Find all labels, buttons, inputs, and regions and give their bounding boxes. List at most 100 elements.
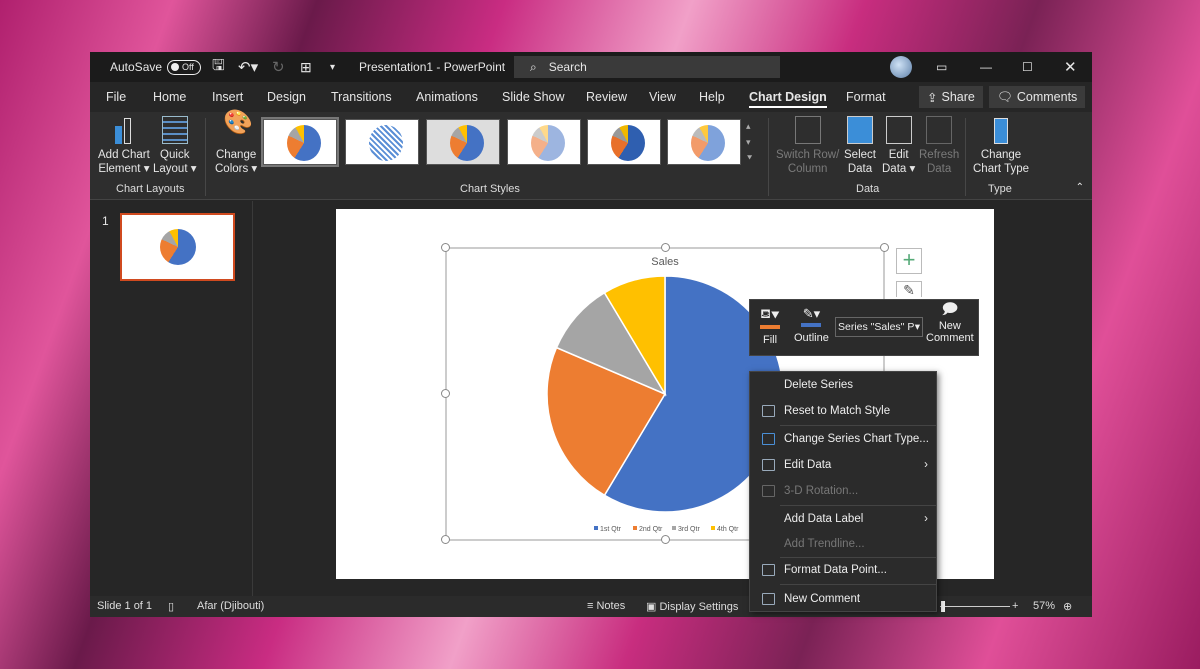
ribbon-display-icon[interactable]: ▭ [936, 60, 948, 74]
menu-item-change-series-chart-type[interactable]: Change Series Chart Type... [750, 428, 936, 450]
redo-icon[interactable]: ↻ [272, 59, 285, 76]
slide-number: 1 [102, 214, 109, 228]
pie-slice-2nd-qtr[interactable] [546, 346, 667, 497]
resize-handle[interactable] [441, 535, 450, 544]
minimize-icon[interactable]: — [980, 60, 992, 74]
chart-style-1[interactable] [261, 117, 339, 167]
present-icon[interactable]: ⊞ [300, 58, 312, 75]
label: New [938, 320, 961, 332]
resize-handle[interactable] [661, 535, 670, 544]
menu-item-new-comment[interactable]: New Comment [750, 588, 936, 610]
chart-style-4[interactable] [507, 119, 581, 165]
group-label-chart-styles: Chart Styles [460, 183, 520, 195]
menu-item-delete-series[interactable]: Delete Series [750, 374, 936, 396]
maximize-icon[interactable]: ☐ [1022, 60, 1033, 74]
comment-icon [762, 593, 775, 605]
zoom-slider-thumb[interactable] [941, 601, 945, 612]
resize-handle[interactable] [880, 243, 889, 252]
comments-button[interactable]: 🗨 Comments [989, 86, 1086, 108]
pie-slice-3rd-qtr[interactable] [555, 291, 667, 396]
rotation-icon [762, 485, 775, 497]
label: Change [215, 149, 257, 161]
legend-entry[interactable]: 2nd Qtr [639, 526, 663, 533]
chart-style-2[interactable] [345, 119, 419, 165]
avatar[interactable] [890, 52, 912, 82]
display-settings-button[interactable]: ▣ Display Settings [646, 601, 739, 613]
tab-animations[interactable]: Animations [416, 90, 478, 104]
outline-button[interactable]: ✎▾ Outline [794, 306, 829, 344]
fill-button[interactable]: ⛾▾ Fill [760, 306, 780, 346]
gallery-scroll[interactable]: ▴ ▾ ⯆ [746, 121, 754, 163]
label: Data [847, 163, 873, 175]
tab-home[interactable]: Home [153, 90, 187, 104]
tab-transitions[interactable]: Transitions [331, 90, 392, 104]
slide-thumbnail[interactable] [120, 213, 235, 281]
chart-style-6[interactable] [667, 119, 741, 165]
chart-title: Sales [651, 256, 679, 268]
series-selector[interactable]: Series "Sales" P ▾ [835, 317, 923, 337]
customize-toolbar-icon[interactable]: ▾ [330, 61, 336, 73]
zoom-in-icon[interactable]: + [1012, 600, 1019, 612]
chart-style-5[interactable] [587, 119, 661, 165]
tab-slide-show[interactable]: Slide Show [502, 90, 565, 104]
resize-handle[interactable] [441, 389, 450, 398]
menu-item-reset-to-match-style[interactable]: Reset to Match Style [750, 400, 936, 422]
tab-chart-design[interactable]: Chart Design [749, 90, 827, 108]
tab-format[interactable]: Format [846, 90, 886, 104]
menu-item-edit-data[interactable]: Edit Data › [750, 454, 936, 476]
resize-handle[interactable] [661, 243, 670, 252]
search-placeholder: Search [548, 60, 587, 74]
tab-design[interactable]: Design [267, 90, 306, 104]
close-icon[interactable]: ✕ [1064, 59, 1077, 76]
chart-style-3[interactable] [426, 119, 500, 165]
resize-handle[interactable] [441, 243, 450, 252]
tab-view[interactable]: View [649, 90, 676, 104]
tab-help[interactable]: Help [699, 90, 725, 104]
switch-row-column-icon [794, 116, 821, 144]
legend-entry[interactable]: 4th Qtr [717, 526, 739, 533]
refresh-data-button[interactable]: Refresh Data [919, 116, 959, 176]
label: Element ▾ [98, 163, 150, 175]
menu-item-format-data-point[interactable]: Format Data Point... [750, 559, 936, 581]
share-button[interactable]: ⇪ Share [919, 86, 983, 108]
new-comment-button[interactable]: 🗩 New Comment [926, 302, 974, 344]
tab-insert[interactable]: Insert [212, 90, 244, 104]
label: Data ▾ [882, 163, 916, 175]
zoom-level[interactable]: 57% [1033, 600, 1056, 612]
quick-layout-button[interactable]: Quick Layout ▾ [153, 116, 197, 176]
legend-entry[interactable]: 3rd Qtr [678, 526, 700, 533]
menu-item-add-data-label[interactable]: Add Data Label › [750, 508, 936, 530]
add-chart-element-button[interactable]: Add Chart Element ▾ [98, 116, 150, 176]
switch-row-column-button[interactable]: Switch Row/Column [776, 116, 839, 176]
accessibility-icon[interactable]: ▯ [168, 601, 175, 613]
notes-button[interactable]: ≡ Notes [587, 600, 626, 612]
mini-toolbar: ⛾▾ Fill ✎▾ Outline Series "Sales" P ▾ 🗩 N… [749, 299, 979, 356]
outline-color-swatch [801, 323, 822, 327]
autosave-switch[interactable]: Off [167, 59, 202, 75]
pie-slice-4th-qtr[interactable] [603, 275, 666, 397]
tab-file[interactable]: File [106, 90, 127, 104]
chart-styles-brush-button[interactable]: ✎ [896, 281, 922, 298]
slides-pane: 1 [90, 201, 253, 596]
change-colors-button[interactable]: 🎨 Change Colors ▾ [215, 111, 257, 176]
edit-data-button[interactable]: Edit Data ▾ [882, 116, 915, 176]
zoom-slider[interactable] [940, 606, 1010, 607]
divider [780, 425, 936, 426]
legend-entry[interactable]: 1st Qtr [600, 526, 622, 533]
autosave-toggle[interactable]: AutoSave Off [110, 52, 202, 82]
undo-icon[interactable]: ↶▾ [238, 59, 259, 76]
select-data-button[interactable]: Select Data [844, 116, 876, 176]
change-chart-type-button[interactable]: Change Chart Type [973, 116, 1029, 176]
menu-item-add-trendline: Add Trendline... [750, 533, 936, 555]
chart-elements-plus-button[interactable]: + [896, 248, 922, 274]
menu-item-3d-rotation: 3-D Rotation... [750, 480, 936, 502]
collapse-ribbon-icon[interactable]: ⌃ [1075, 182, 1084, 193]
document-title: Presentation1 - PowerPoint [359, 60, 506, 74]
search-box[interactable]: ⌕ Search [514, 56, 780, 78]
status-bar: Slide 1 of 1 ▯ Afar (Djibouti) ≡ Notes ▣… [90, 596, 1092, 617]
tab-review[interactable]: Review [586, 90, 627, 104]
language-indicator[interactable]: Afar (Djibouti) [197, 600, 265, 612]
fit-slide-icon[interactable]: ⊕ [1063, 601, 1073, 613]
save-icon[interactable]: 🖫 [212, 56, 225, 74]
pie-chart[interactable]: Sales 1st Qtr 2nd Qtr 3rd Qtr 4th Qtr [336, 209, 994, 579]
